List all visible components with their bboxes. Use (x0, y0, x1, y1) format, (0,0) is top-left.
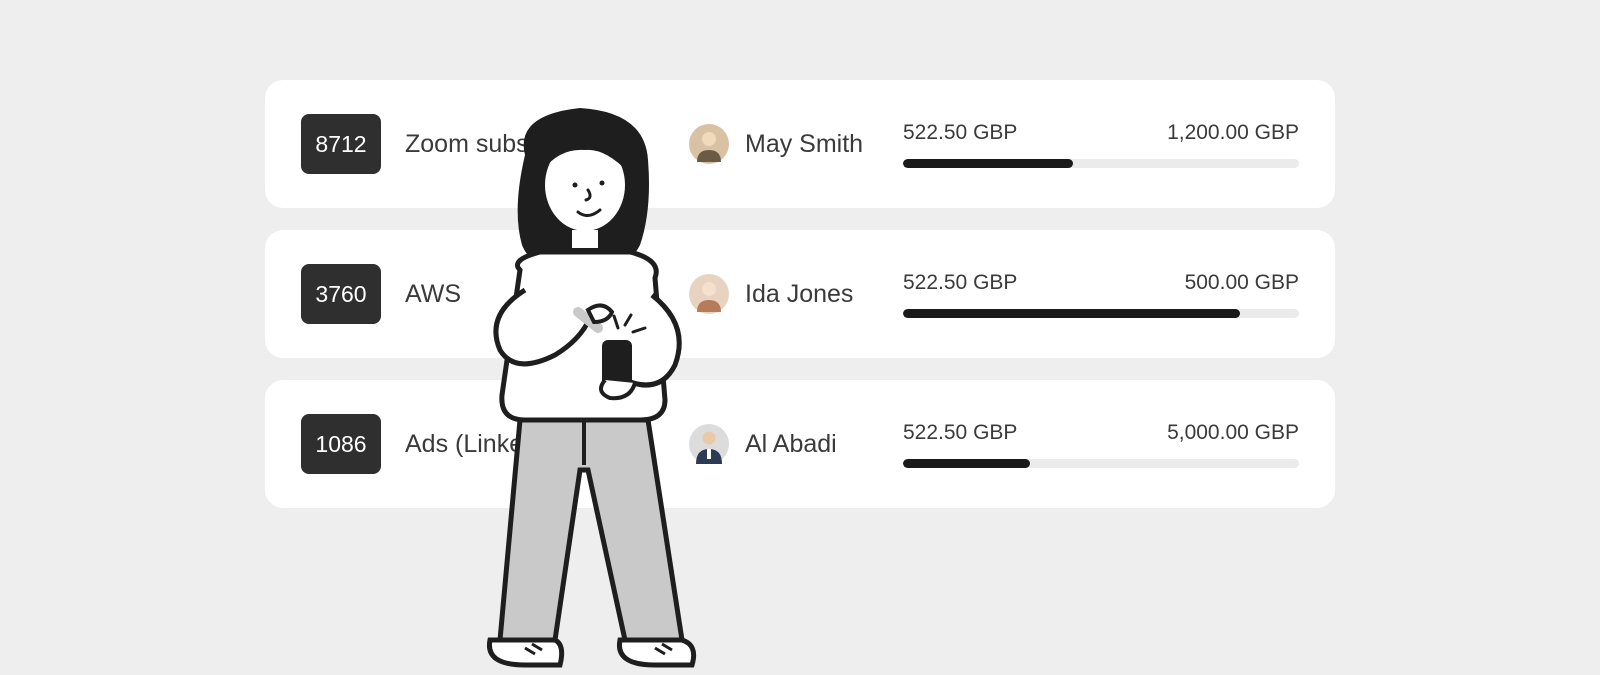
budget-card[interactable]: 1086 Ads (LinkedIn) Al Abadi 522.50 GBP … (265, 380, 1335, 508)
progress-track (903, 159, 1299, 168)
progress-track (903, 459, 1299, 468)
description: Zoom subscription (405, 130, 665, 159)
code-value: 3760 (315, 281, 366, 308)
total-amount: 1,200.00 GBP (1167, 121, 1299, 145)
progress-fill (903, 459, 1030, 468)
budget-card[interactable]: 8712 Zoom subscription May Smith 522.50 … (265, 80, 1335, 208)
code-value: 1086 (315, 431, 366, 458)
description: AWS (405, 280, 665, 309)
code-badge: 1086 (301, 414, 381, 474)
avatar (689, 274, 729, 314)
code-badge: 8712 (301, 114, 381, 174)
assignee: Ida Jones (689, 274, 879, 314)
description: Ads (LinkedIn) (405, 430, 665, 459)
assignee: May Smith (689, 124, 879, 164)
spent-amount: 522.50 GBP (903, 271, 1017, 295)
total-amount: 5,000.00 GBP (1167, 421, 1299, 445)
budget-block: 522.50 GBP 5,000.00 GBP (903, 421, 1299, 468)
avatar (689, 124, 729, 164)
assignee-name: May Smith (745, 130, 863, 159)
assignee: Al Abadi (689, 424, 879, 464)
budget-block: 522.50 GBP 1,200.00 GBP (903, 121, 1299, 168)
progress-fill (903, 159, 1073, 168)
spent-amount: 522.50 GBP (903, 121, 1017, 145)
total-amount: 500.00 GBP (1185, 271, 1299, 295)
budget-block: 522.50 GBP 500.00 GBP (903, 271, 1299, 318)
spent-amount: 522.50 GBP (903, 421, 1017, 445)
avatar (689, 424, 729, 464)
budget-card-list: 8712 Zoom subscription May Smith 522.50 … (265, 80, 1335, 508)
progress-fill (903, 309, 1240, 318)
code-value: 8712 (315, 131, 366, 158)
budget-card[interactable]: 3760 AWS Ida Jones 522.50 GBP 500.00 GBP (265, 230, 1335, 358)
assignee-name: Ida Jones (745, 280, 853, 309)
progress-track (903, 309, 1299, 318)
assignee-name: Al Abadi (745, 430, 837, 459)
code-badge: 3760 (301, 264, 381, 324)
